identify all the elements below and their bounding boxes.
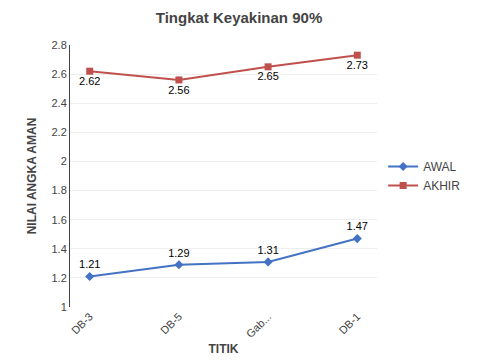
svg-text:1.8: 1.8	[52, 184, 67, 196]
svg-text:Tingkat Keyakinan 90%: Tingkat Keyakinan 90%	[156, 9, 322, 26]
svg-text:2.8: 2.8	[52, 39, 67, 51]
svg-text:2: 2	[61, 155, 67, 167]
svg-text:1.4: 1.4	[52, 243, 67, 255]
svg-text:1.21: 1.21	[79, 258, 100, 270]
svg-text:1.47: 1.47	[347, 220, 368, 232]
svg-text:2.62: 2.62	[79, 75, 100, 87]
svg-text:NILAI ANGKA AMAN: NILAI ANGKA AMAN	[25, 118, 39, 235]
svg-text:AWAL: AWAL	[423, 160, 456, 174]
svg-text:2.65: 2.65	[257, 70, 278, 82]
svg-text:1.29: 1.29	[168, 247, 189, 259]
svg-text:1: 1	[61, 301, 67, 313]
svg-text:AKHIR: AKHIR	[423, 179, 460, 193]
svg-text:DB-3: DB-3	[69, 310, 95, 336]
svg-text:2.4: 2.4	[52, 97, 67, 109]
svg-text:2.56: 2.56	[168, 84, 189, 96]
svg-text:TITIK: TITIK	[209, 342, 239, 356]
svg-text:1.2: 1.2	[52, 272, 67, 284]
svg-text:2.73: 2.73	[347, 59, 368, 71]
svg-text:DB-1: DB-1	[336, 310, 362, 336]
svg-text:2.6: 2.6	[52, 68, 67, 80]
svg-text:2.2: 2.2	[52, 126, 67, 138]
svg-text:1.31: 1.31	[257, 244, 278, 256]
svg-text:DB-5: DB-5	[158, 310, 184, 336]
svg-text:1.6: 1.6	[52, 214, 67, 226]
svg-text:Gab...: Gab...	[244, 310, 274, 340]
